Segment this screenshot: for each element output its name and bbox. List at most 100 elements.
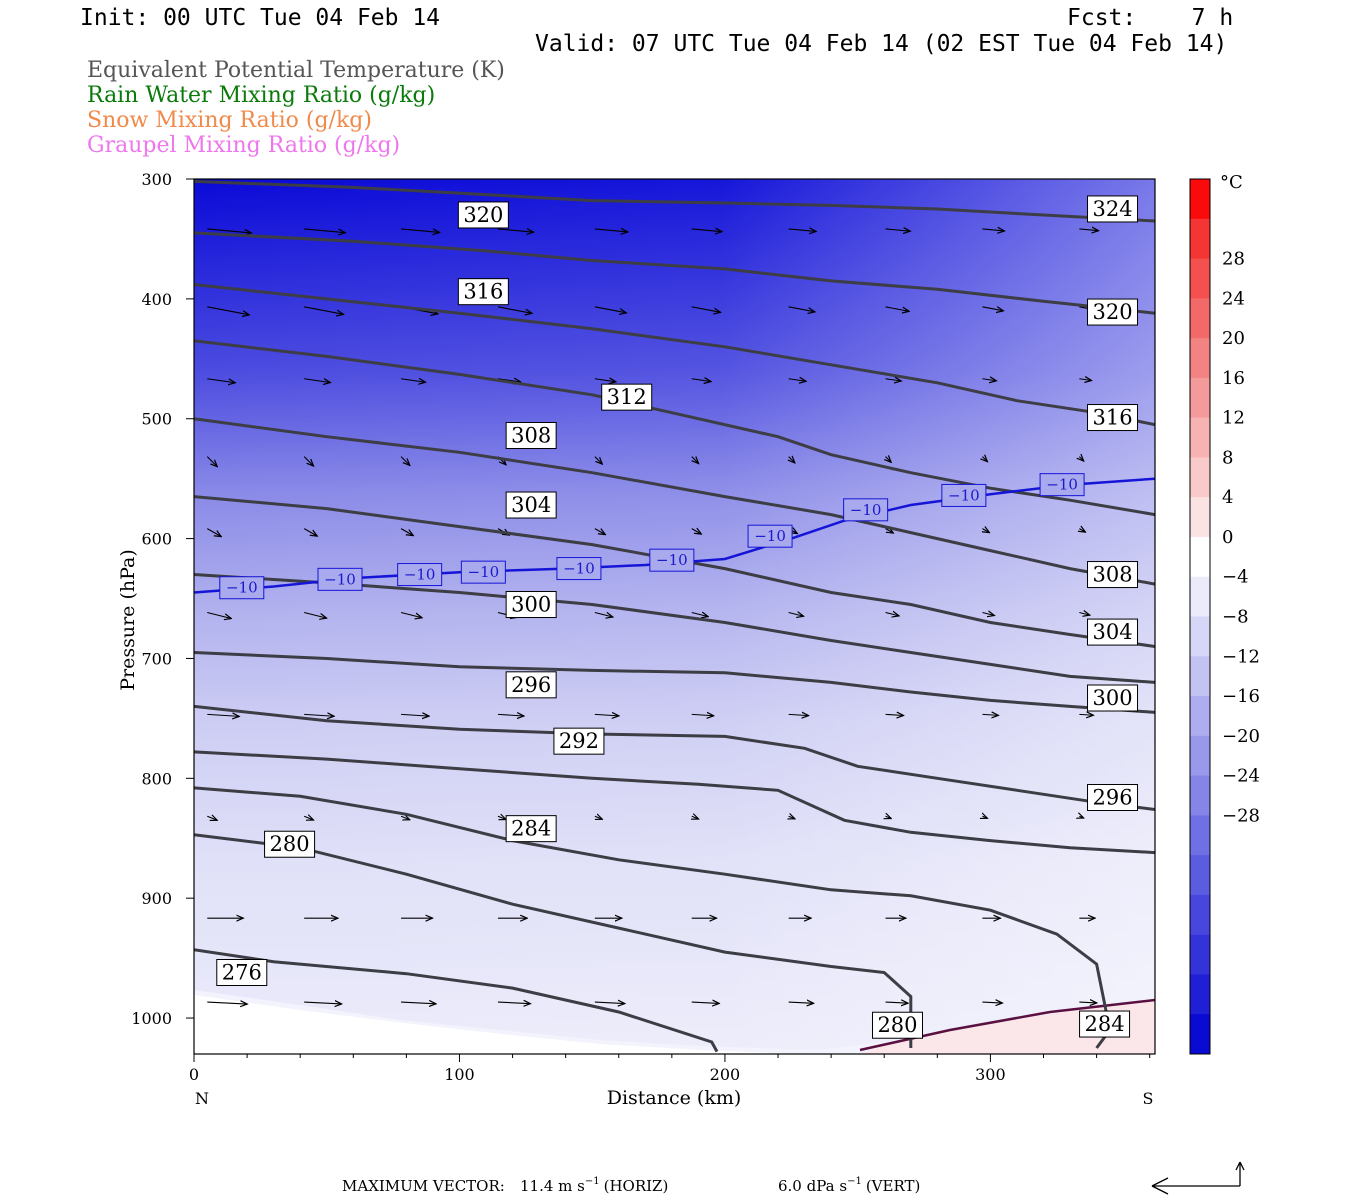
circulation-vector [885,229,911,231]
circulation-vector [497,379,521,382]
svg-text:300: 300 [1092,686,1132,710]
circulation-vector [982,529,989,533]
svg-text:−10: −10 [404,566,436,584]
y-tick-label: 900 [141,889,172,908]
colorbar-label: 16 [1222,368,1245,389]
circulation-vector [982,714,998,715]
circulation-vector [304,714,334,716]
theta-e-label: 280 [264,830,316,858]
circulation-vector [594,229,628,232]
theta-e-label: 284 [1079,1010,1131,1038]
circulation-vector [207,528,221,537]
circulation-vector [982,612,994,615]
y-tick-label: 700 [141,649,172,668]
circulation-vector [207,611,231,618]
theta-e-label: 308 [1087,561,1139,589]
svg-text:308: 308 [1092,563,1132,587]
colorbar-swatch [1190,855,1210,896]
circulation-vector [692,457,699,464]
colorbar-swatch [1190,298,1210,339]
theta-e-label: 292 [553,727,605,755]
theta-e-labels: 320 324 316 320 312 316 308 304 308 300 304 296 300 2… [216,195,1139,1039]
colorbar-swatch [1190,576,1210,617]
theta-e-label: 300 [1087,684,1139,712]
colorbar-label: 12 [1222,408,1245,429]
colorbar-swatch [1190,497,1210,538]
colorbar-swatch [1190,815,1210,856]
svg-text:−10: −10 [948,486,980,504]
x-tick-label: 200 [710,1065,741,1084]
circulation-vector [303,816,313,820]
circulation-vector [207,228,251,233]
valid-time: Valid: 07 UTC Tue 04 Feb 14 (02 EST Tue … [535,31,1227,57]
circulation-vector [400,379,426,383]
y-tick-label: 400 [141,290,172,309]
svg-text:−10: −10 [468,563,500,581]
isotherm-label: −10 [219,576,265,600]
circulation-vector [1079,457,1083,461]
circulation-vector [594,456,603,465]
circulation-vector [594,379,616,382]
theta-e-label: 296 [505,671,557,699]
colorbar-label: 4 [1222,487,1233,508]
circulation-vector [304,611,327,618]
circulation-vector [788,1002,814,1003]
circulation-vector [594,714,619,716]
theta-e-label: 316 [457,278,509,306]
theta-e-contour [194,750,1155,855]
theta-e-contour [194,948,719,1053]
circulation-vector [594,1002,625,1004]
svg-text:276: 276 [222,960,262,984]
circulation-vector [982,816,987,818]
circulation-vector [982,379,996,381]
x-tick-label: 0 [189,1065,199,1084]
svg-text:280: 280 [877,1013,917,1037]
circulation-vector [400,611,422,617]
circulation-vector [594,306,627,313]
colorbar-swatch [1190,934,1210,975]
max-vertical-vector: 6.0 dPa s−1 (VERT) [778,1176,920,1195]
theta-e-label: 296 [1087,783,1139,811]
circulation-vector [303,456,313,466]
circulation-vector [789,457,795,463]
circulation-vector [691,306,721,313]
colorbar-swatch [1190,338,1210,379]
svg-text:284: 284 [1085,1012,1125,1036]
reference-vertical-vector [1235,1161,1245,1186]
theta-e-label: 320 [457,201,509,229]
isotherm-label: −10 [747,524,793,548]
circulation-vector [401,714,429,716]
colorbar-swatch [1190,775,1210,816]
theta-e-contour [194,283,1155,427]
circulation-vector [788,306,815,312]
legend-item: Rain Water Mixing Ratio (g/kg) [87,83,435,108]
isotherm-label: −10 [317,567,363,591]
colorbar-label: 28 [1222,249,1245,270]
x-tick-label: 100 [444,1065,475,1084]
circulation-vector [982,307,1003,311]
circulation-vector [497,714,524,716]
circulation-vector [692,816,699,819]
theta-e-contour [194,651,1155,714]
theta-e-contour [194,786,1112,1049]
circulation-vector [1079,229,1098,231]
svg-text:296: 296 [1092,785,1132,809]
footer: MAXIMUM VECTOR: 11.4 m s−1 (HORIZ) 6.0 dP… [342,1161,1245,1195]
circulation-vector [207,1002,247,1004]
x-axis: 0 100 200 300 [189,1054,1151,1084]
y-tick-label: 300 [141,170,172,189]
legend-item: Snow Mixing Ratio (g/kg) [87,108,372,133]
x-left-end-label: N [195,1089,209,1108]
svg-text:300: 300 [511,593,551,617]
circulation-vector [691,229,722,232]
colorbar-frame [1189,178,1211,1055]
circulation-vector [886,816,892,818]
circulation-vector [304,306,343,315]
theta-e-label: 308 [505,422,557,450]
colorbar-swatch [1190,536,1210,578]
svg-text:−10: −10 [324,570,356,588]
circulation-vector [497,229,534,232]
theta-e-contour [194,417,1155,586]
circulation-vector [400,816,410,820]
y-tick-label: 1000 [131,1009,172,1028]
